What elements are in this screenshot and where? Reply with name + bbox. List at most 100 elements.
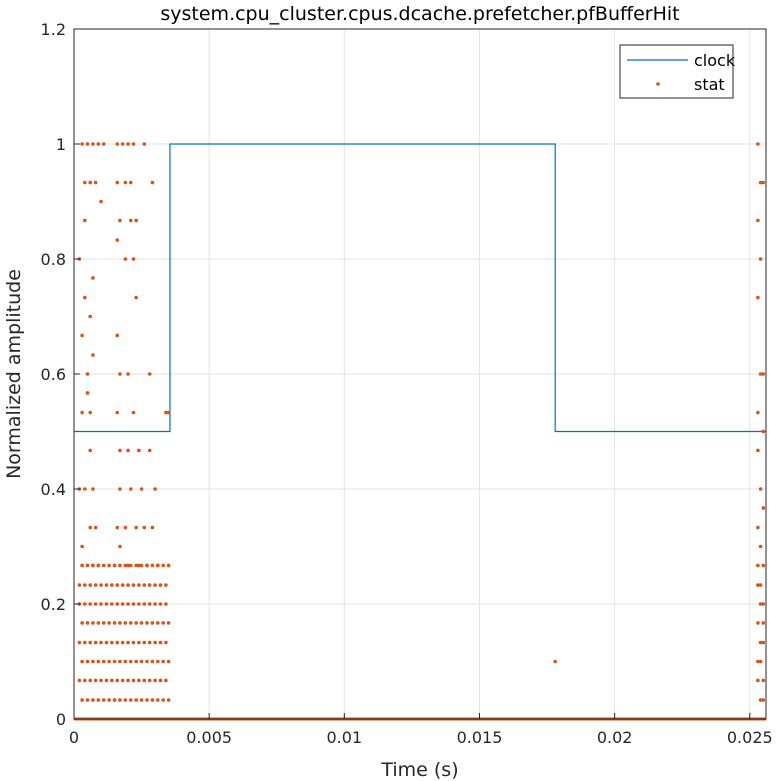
stat-point (128, 487, 133, 491)
stat-point (91, 276, 95, 280)
stat-point (91, 659, 95, 664)
chart-title: system.cpu_cluster.cpus.dcache.prefetche… (160, 3, 679, 25)
stat-point (88, 602, 93, 606)
stat-point (104, 640, 109, 645)
stat-point (107, 563, 111, 568)
stat-point (756, 621, 760, 625)
x-tick-label: 0.02 (597, 728, 633, 747)
stat-point (150, 621, 155, 625)
stat-point (756, 448, 760, 453)
stat-point (147, 583, 152, 587)
stat-point (145, 698, 149, 702)
stat-point (161, 563, 166, 568)
stat-point (123, 621, 128, 625)
stat-point (118, 698, 122, 702)
stat-point (758, 583, 763, 587)
stat-point (164, 640, 168, 645)
stat-point (142, 583, 147, 587)
stat-point (118, 372, 122, 376)
stat-point (112, 659, 117, 664)
stat-point (139, 487, 144, 491)
x-axis-label: Time (s) (380, 759, 458, 781)
stat-point (118, 659, 122, 664)
stat-point (115, 142, 120, 146)
stat-point (150, 698, 155, 702)
stat-point (758, 640, 763, 645)
stat-point (91, 487, 95, 491)
stat-point (112, 698, 117, 702)
stat-point (147, 602, 152, 606)
stat-point (131, 583, 136, 587)
stat-point (155, 621, 160, 625)
stat-point (128, 621, 133, 625)
stat-point (120, 640, 125, 645)
stat-point (99, 199, 103, 204)
stat-point (96, 659, 101, 664)
stat-point (166, 659, 171, 664)
stat-point (150, 563, 155, 568)
stat-point (99, 678, 103, 683)
stat-point (77, 640, 82, 645)
stat-point (118, 448, 122, 453)
stat-point (166, 621, 171, 625)
stat-point (761, 372, 766, 376)
stat-point (85, 372, 90, 376)
stat-point (115, 525, 120, 530)
stat-point (88, 448, 93, 453)
stat-point (83, 602, 87, 606)
stat-point (150, 180, 155, 185)
stat-point (80, 142, 84, 146)
stat-point (80, 698, 84, 702)
stat-point (120, 142, 125, 146)
stat-point (137, 640, 141, 645)
stat-point (131, 678, 136, 683)
stat-point (128, 218, 133, 223)
stat-point (153, 583, 157, 587)
stat-point (93, 640, 98, 645)
legend-stat-swatch (656, 82, 660, 86)
stat-point (756, 563, 760, 568)
stat-point (88, 410, 93, 415)
stat-point (758, 602, 763, 606)
stat-point (104, 678, 109, 683)
stat-point (91, 353, 95, 357)
stat-point (761, 621, 766, 625)
stat-point (142, 640, 147, 645)
stat-point (128, 659, 133, 664)
series-clock-line (74, 143, 766, 433)
stat-point (93, 678, 98, 683)
stat-point (83, 295, 87, 300)
x-tick-label: 0.005 (186, 728, 232, 747)
stat-point (80, 410, 84, 415)
x-axis: 0 0.005 0.01 0.015 0.02 0.025 (69, 713, 773, 747)
stat-point (96, 563, 101, 568)
stat-point (158, 602, 163, 606)
stat-point (147, 678, 152, 683)
stat-point (553, 659, 557, 664)
stat-point (91, 698, 95, 702)
stat-point (77, 583, 82, 587)
stat-point (85, 659, 90, 664)
stat-point (101, 142, 106, 146)
stat-point (134, 295, 138, 300)
stat-point (104, 602, 109, 606)
stat-point (161, 698, 166, 702)
stat-point (761, 180, 766, 185)
stat-point (88, 314, 93, 319)
y-axis-label: Normalized amplitude (3, 269, 25, 479)
y-tick-label: 0.8 (41, 250, 66, 269)
stat-point (153, 602, 157, 606)
stat-point (761, 429, 766, 434)
stat-point (88, 583, 93, 587)
stat-point (126, 448, 130, 453)
stat-point (155, 563, 160, 568)
stat-point (93, 180, 98, 185)
stat-point (758, 257, 763, 261)
stat-point (115, 333, 120, 338)
stat-point (96, 142, 101, 146)
stat-point (85, 621, 90, 625)
stat-point (80, 659, 84, 664)
stat-point (118, 487, 122, 491)
stat-point (134, 698, 138, 702)
stat-point (126, 678, 130, 683)
